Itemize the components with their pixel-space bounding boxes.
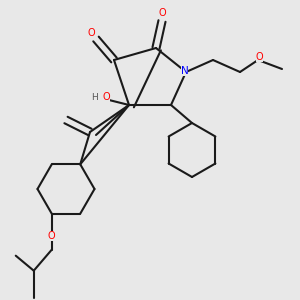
Text: O: O [88,28,95,38]
Text: H: H [91,93,98,102]
Text: O: O [256,52,263,62]
Text: O: O [103,92,110,103]
Text: N: N [181,65,188,76]
Text: O: O [48,231,56,241]
Text: O: O [158,8,166,19]
